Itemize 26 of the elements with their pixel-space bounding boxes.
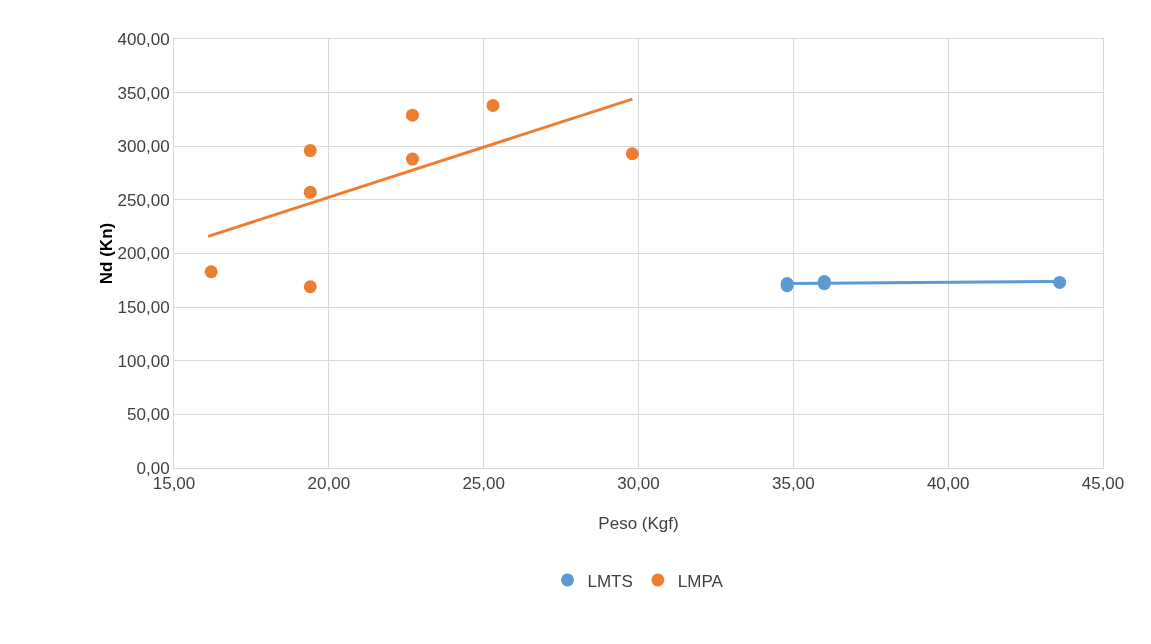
y-tick-label: 50,00: [127, 405, 170, 425]
point: [405, 152, 419, 166]
x-tick-label: 25,00: [462, 474, 505, 494]
point: [486, 99, 500, 112]
y-axis-title: Nd (Kn): [96, 222, 116, 285]
x-tick-label: 45,00: [1081, 474, 1125, 494]
y-tick-label: 400,00: [117, 29, 170, 49]
point: [303, 144, 317, 158]
point: [303, 280, 317, 294]
y-tick-label: 200,00: [117, 244, 170, 264]
y-tick-label: 150,00: [117, 298, 170, 318]
point: [405, 108, 419, 122]
x-tick-label: 30,00: [617, 474, 660, 494]
point: [625, 147, 639, 161]
y-tick-label: 100,00: [117, 351, 170, 371]
legend-label: LMTS: [587, 571, 633, 591]
legend-label: LMPA: [677, 571, 724, 591]
y-tick-label: 350,00: [117, 83, 170, 103]
point: [303, 185, 317, 199]
y-tick-label: 250,00: [117, 190, 170, 210]
x-tick-label: 20,00: [307, 474, 351, 494]
x-axis-title: Peso (Kgf): [598, 514, 679, 533]
x-tick-label: 35,00: [772, 474, 815, 494]
y-tick-label: 300,00: [117, 137, 170, 157]
point: [204, 265, 218, 279]
x-tick-label: 40,00: [926, 474, 970, 494]
